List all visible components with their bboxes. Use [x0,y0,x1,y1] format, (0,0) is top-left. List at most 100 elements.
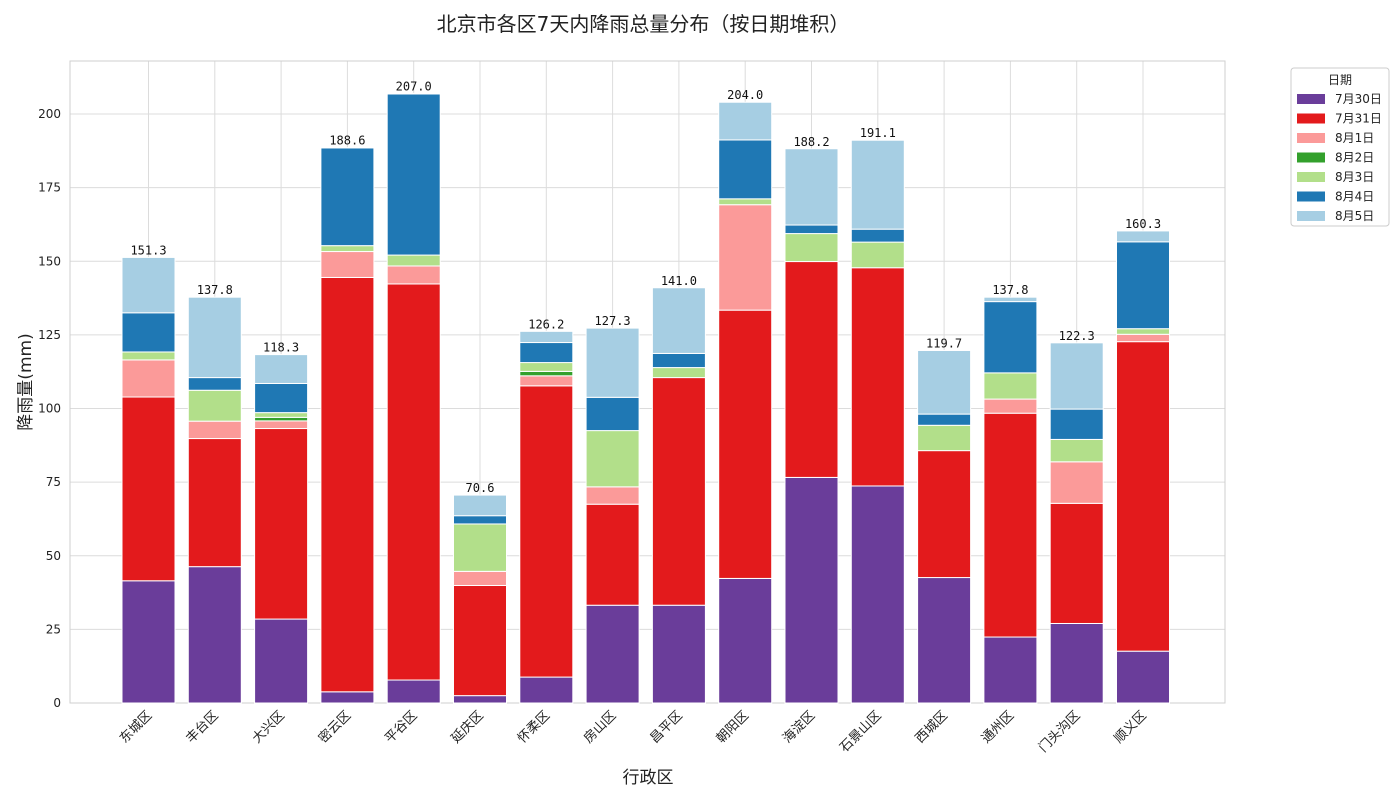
legend-swatch [1297,133,1325,143]
total-label: 118.3 [263,341,299,355]
bar-segment [585,396,640,432]
y-tick-label: 0 [53,696,61,710]
bar-segment [187,377,242,391]
bar-segment [121,359,176,398]
plot-frame [69,60,1226,704]
total-label: 137.8 [992,283,1028,297]
legend-frame [1290,67,1390,227]
bar-segment [320,147,375,247]
total-label: 188.2 [793,135,829,149]
legend-swatch [1297,94,1325,104]
y-tick-label: 50 [46,549,61,563]
bar-segment [718,204,773,311]
x-tick-label: 昌平区 [648,708,686,746]
bar-segment [784,261,839,478]
y-tick-label: 175 [38,181,61,195]
x-tick-label: 丰台区 [183,708,221,746]
bar-segment [1049,502,1104,624]
x-tick-label: 大兴区 [250,708,288,746]
bar-segment [386,92,441,95]
legend-items: 7月30日 7月31日 8月1日 8月2日 8月3日 8月4日 8月5日 [1297,92,1382,223]
bar-segment [784,224,839,235]
bar-segment [1116,230,1170,243]
bar-segment [254,618,309,704]
bar-segment [386,265,441,285]
bar-segment [850,267,905,487]
total-label: 126.2 [528,317,564,331]
bar-segment [651,377,706,606]
total-label: 127.3 [595,314,631,328]
bar-segment [983,296,1038,303]
bars [121,92,1170,704]
bar-segment [254,420,309,430]
legend-swatch [1297,172,1325,182]
bar-segment [187,438,242,568]
bar-segment [585,503,640,606]
total-label: 160.3 [1125,217,1161,231]
bar-segment [651,604,706,704]
legend-label: 8月3日 [1335,170,1374,184]
x-tick-label: 西城区 [913,708,951,746]
bar-segment [850,139,905,230]
bar-segment [651,287,706,354]
bar-segment [254,382,309,414]
bar-segment [651,352,706,369]
bar-segment [519,330,574,344]
bar-segment [917,577,972,704]
bar-segment [386,679,441,704]
bar-segment [917,424,972,452]
total-label: 151.3 [130,243,166,257]
bar-segment [784,233,839,263]
bar-segment [453,515,507,525]
bar-segment [121,396,176,582]
bar-segment [386,283,441,681]
legend-swatch [1297,152,1325,163]
bar-segment [121,351,176,361]
bar-segment [187,296,242,379]
bar-segment [1116,333,1170,343]
total-label: 119.7 [926,336,962,350]
bar-segment [1116,328,1170,335]
x-tick-label: 房山区 [581,708,620,747]
bar-segment [254,428,309,620]
total-label: 188.6 [329,134,365,148]
bar-segment [784,148,839,226]
legend-title: 日期 [1328,73,1352,87]
total-label: 207.0 [396,79,432,93]
bar-segment [320,691,375,704]
legend-label: 8月5日 [1335,209,1374,223]
y-tick-label: 200 [38,107,61,121]
bar-segment [917,450,972,579]
bar-segment [1049,408,1104,440]
bar-segment [121,580,176,704]
y-tick-label: 100 [38,402,61,416]
bar-segment [254,354,309,384]
bar-segment [1116,241,1170,330]
bar-segment [784,476,839,704]
y-tick-label: 75 [46,475,61,489]
bar-segment [585,486,640,505]
bar-segment [651,367,706,379]
x-tick-label: 顺义区 [1112,708,1150,746]
total-label: 141.0 [661,274,697,288]
bar-segment [121,312,176,353]
legend-swatch [1297,113,1325,124]
x-tick-label: 密云区 [315,708,354,747]
bar-segment [453,494,507,517]
bar-segment [254,416,309,422]
bar-segment [519,375,574,387]
bar-segment [983,301,1038,374]
bar-segment [718,101,773,141]
bar-segment [386,93,441,256]
legend-label: 7月30日 [1335,92,1382,106]
x-tick-label: 石景山区 [837,708,884,755]
bar-segment [718,139,773,200]
bar-segment [453,523,507,572]
bar-segment [718,198,773,206]
total-label: 70.6 [466,481,495,495]
bar-segment [850,241,905,269]
x-tick-label: 延庆区 [449,708,487,746]
legend-label: 8月2日 [1335,151,1374,165]
bar-segment [519,676,574,704]
total-label: 191.1 [860,126,896,140]
